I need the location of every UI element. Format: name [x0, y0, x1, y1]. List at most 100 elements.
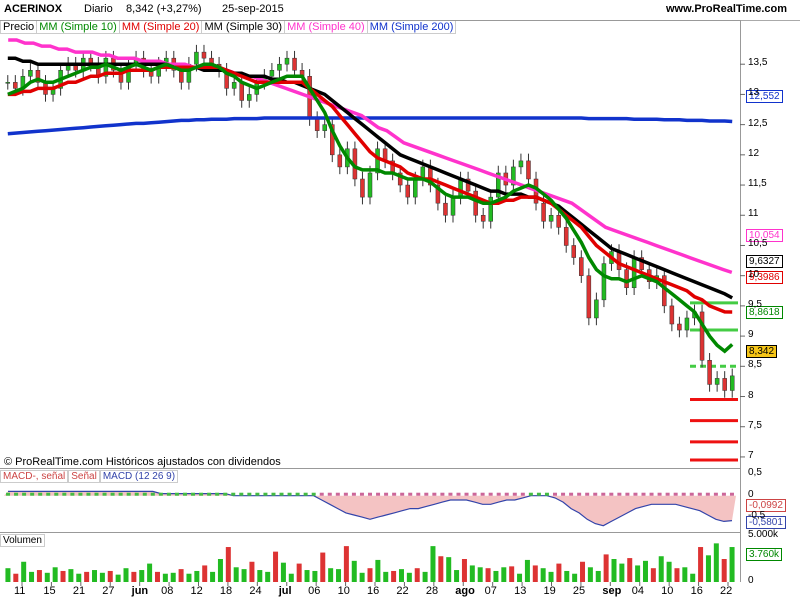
- volume-bar: [398, 569, 404, 582]
- macd-tick-label: 0,5: [748, 467, 762, 479]
- ma200-line: [7, 116, 733, 136]
- legend-price[interactable]: Precio: [0, 20, 38, 34]
- volume-pane[interactable]: [0, 532, 740, 583]
- candle-body: [179, 70, 184, 83]
- candle-body: [624, 269, 629, 289]
- volume-bar: [477, 567, 483, 582]
- volume-bar: [351, 560, 357, 582]
- volume-bar: [564, 570, 570, 582]
- macd-histogram-bar: [593, 492, 598, 496]
- price-axis[interactable]: [740, 20, 800, 468]
- candle-body: [511, 166, 516, 186]
- candle-body: [677, 323, 682, 331]
- macd-histogram-bar: [311, 492, 316, 496]
- macd-histogram-bar: [303, 492, 308, 496]
- volume-bar: [430, 546, 436, 582]
- volume-bar: [705, 555, 711, 582]
- macd-legend: MACD-, señal Señal MACD (12 26 9): [0, 470, 179, 483]
- macd-legend-senal[interactable]: Señal: [68, 470, 100, 483]
- candle-body: [194, 51, 199, 65]
- credit-text: © ProRealTime.com Históricos ajustados c…: [4, 456, 281, 468]
- macd-histogram-bar: [166, 492, 171, 496]
- candle-body: [707, 360, 712, 385]
- ticker-label: ACERINOX: [4, 3, 63, 15]
- macd-histogram-bar: [86, 492, 91, 496]
- price-pane[interactable]: [0, 20, 740, 469]
- volume-bar: [485, 568, 491, 582]
- time-tick-label: 11: [14, 585, 26, 597]
- legend-ma200[interactable]: MM (Simple 200): [366, 20, 457, 34]
- date-label: 25-sep-2015: [222, 3, 284, 15]
- volume-bar: [29, 571, 35, 582]
- volume-bar: [438, 556, 444, 582]
- macd-histogram-bar: [520, 492, 525, 496]
- volume-bar: [666, 561, 672, 582]
- time-tick-label: 19: [543, 585, 556, 597]
- volume-bar: [131, 571, 137, 582]
- price-tick-label: 12,5: [748, 117, 768, 129]
- volume-bar: [509, 566, 515, 582]
- macd-histogram-bar: [335, 492, 340, 496]
- macd-histogram-bar: [351, 492, 356, 496]
- volume-bar: [580, 561, 586, 582]
- macd-histogram-bar: [359, 492, 364, 496]
- macd-legend-macd[interactable]: MACD (12 26 9): [99, 470, 179, 483]
- volume-axis: [740, 532, 800, 582]
- macd-histogram-bar: [488, 492, 493, 496]
- ma10-line: [7, 62, 734, 354]
- macd-histogram-bar: [705, 492, 710, 496]
- macd-value-badge: -0,5801: [746, 516, 786, 529]
- volume-bar: [76, 573, 82, 582]
- ma20-line: [7, 65, 733, 314]
- volume-bar: [194, 570, 200, 582]
- macd-histogram-bar: [480, 492, 485, 496]
- macd-histogram-bar: [569, 492, 574, 496]
- macd-histogram-bar: [295, 492, 300, 496]
- ma30-line: [7, 56, 734, 300]
- ma200-badge: 12,552: [746, 90, 783, 103]
- macd-histogram-bar: [617, 492, 622, 496]
- macd-histogram-bar: [729, 492, 734, 496]
- volume-bar: [729, 547, 735, 582]
- volume-bar: [107, 570, 113, 582]
- candle-body: [473, 190, 478, 216]
- time-tick-label: jun: [131, 585, 149, 597]
- candle-body: [571, 245, 577, 258]
- macd-histogram-bar: [110, 492, 115, 496]
- candle-body: [579, 257, 584, 276]
- macd-histogram-bar: [174, 492, 179, 496]
- macd-legend-signal[interactable]: MACD-, señal: [0, 470, 69, 483]
- volume-bar: [178, 569, 184, 582]
- macd-histogram-bar: [150, 492, 155, 496]
- volume-bar: [493, 570, 499, 582]
- macd-histogram-bar: [472, 492, 477, 496]
- macd-histogram-bar: [400, 492, 405, 496]
- macd-pane[interactable]: [0, 468, 740, 533]
- volume-bar: [265, 571, 271, 582]
- candle-body: [397, 172, 403, 186]
- volume-legend[interactable]: Volumen: [0, 534, 45, 547]
- macd-histogram-bar: [94, 492, 99, 496]
- macd-histogram-bar: [673, 492, 678, 496]
- time-tick-label: 21: [72, 585, 86, 597]
- macd-histogram-bar: [641, 492, 646, 496]
- macd-histogram-bar: [649, 492, 654, 496]
- macd-axis: [740, 468, 800, 532]
- candle-body: [488, 196, 493, 222]
- candle-body: [330, 124, 335, 156]
- macd-histogram-bar: [182, 492, 187, 496]
- candle-body: [458, 178, 463, 198]
- price-badge: 8,342: [746, 345, 778, 358]
- macd-histogram-bar: [231, 492, 236, 496]
- price-tick-label: 11: [748, 208, 759, 220]
- volume-bar: [446, 557, 452, 582]
- macd-line: [8, 490, 733, 527]
- macd-histogram-bar: [70, 492, 75, 496]
- macd-histogram-bar: [721, 492, 726, 496]
- volume-bar: [611, 559, 617, 582]
- legend-ma10[interactable]: MM (Simple 10): [36, 20, 120, 34]
- macd-histogram-bar: [142, 492, 147, 496]
- macd-histogram-bar: [424, 492, 429, 496]
- candle-body: [337, 154, 343, 168]
- legend-ma40[interactable]: MM (Simple 40): [284, 20, 368, 34]
